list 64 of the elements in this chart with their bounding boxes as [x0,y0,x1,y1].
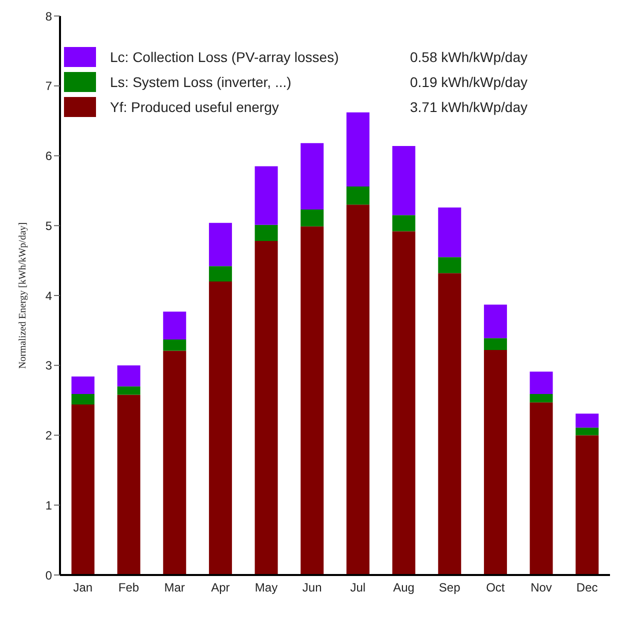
x-tick-label: Jun [302,580,322,595]
bar [392,146,416,216]
bar [576,414,599,428]
y-axis-title: Normalized Energy [kWh/kWp/day] [18,222,29,369]
y-tick-label: 6 [45,149,52,164]
x-tick-label: Feb [118,580,140,595]
bar [300,210,324,226]
bar [530,402,553,575]
legend-label: Yf: Produced useful energy [110,98,280,114]
bar [530,394,553,402]
bar [254,166,278,225]
y-tick-label: 0 [45,568,52,582]
x-tick-label: May [254,580,278,595]
x-tick-label: Dec [576,580,598,595]
annotation: 3.71 kWh/kWp/day [410,98,528,114]
y-tick-label: 2 [45,428,52,443]
bar [208,266,232,282]
x-tick-label: Sep [438,580,461,595]
bar [576,435,599,575]
legend-label: Lc: Collection Loss (PV-array losses) [110,48,340,64]
y-tick-label: 4 [45,288,52,303]
x-tick-label: Jan [73,580,93,595]
y-tick-label: 5 [45,218,52,233]
bar [530,372,553,394]
bar [438,273,462,575]
bar [392,231,416,575]
bar [346,112,370,186]
x-tick-label: Nov [530,580,552,595]
bar [346,204,370,575]
legend-label: Ls: System Loss (inverter, ...) [110,74,292,90]
y-tick-label: 3 [45,358,52,373]
bar [208,222,232,266]
bar [484,304,507,338]
annotation: 0.58 kWh/kWp/day [410,48,528,64]
bar [208,282,232,575]
bar [300,143,324,210]
x-tick-label: Aug [393,580,414,595]
y-tick-label: 1 [45,498,52,512]
bar [484,338,507,350]
bar [392,215,416,232]
bar [254,224,278,241]
bar [300,226,324,575]
bar [438,257,462,274]
bar [117,365,140,386]
x-tick-label: Jul [350,580,366,595]
bar [117,386,140,395]
y-tick-label: 7 [45,79,52,94]
bar [254,241,278,575]
bar [117,394,140,575]
bar [163,350,186,575]
bar [438,207,462,258]
bar [71,376,94,394]
x-tick-label: Apr [211,580,230,595]
bar [484,350,507,575]
bar [346,186,370,205]
bar [163,312,186,340]
bar [576,428,599,436]
annotation: 0.19 kWh/kWp/day [410,74,528,90]
x-tick-label: Mar [164,580,185,595]
x-tick-label: Oct [486,580,506,595]
bar [163,340,186,351]
bar [71,394,94,405]
bar [71,404,94,575]
y-tick-label: 8 [45,9,52,24]
